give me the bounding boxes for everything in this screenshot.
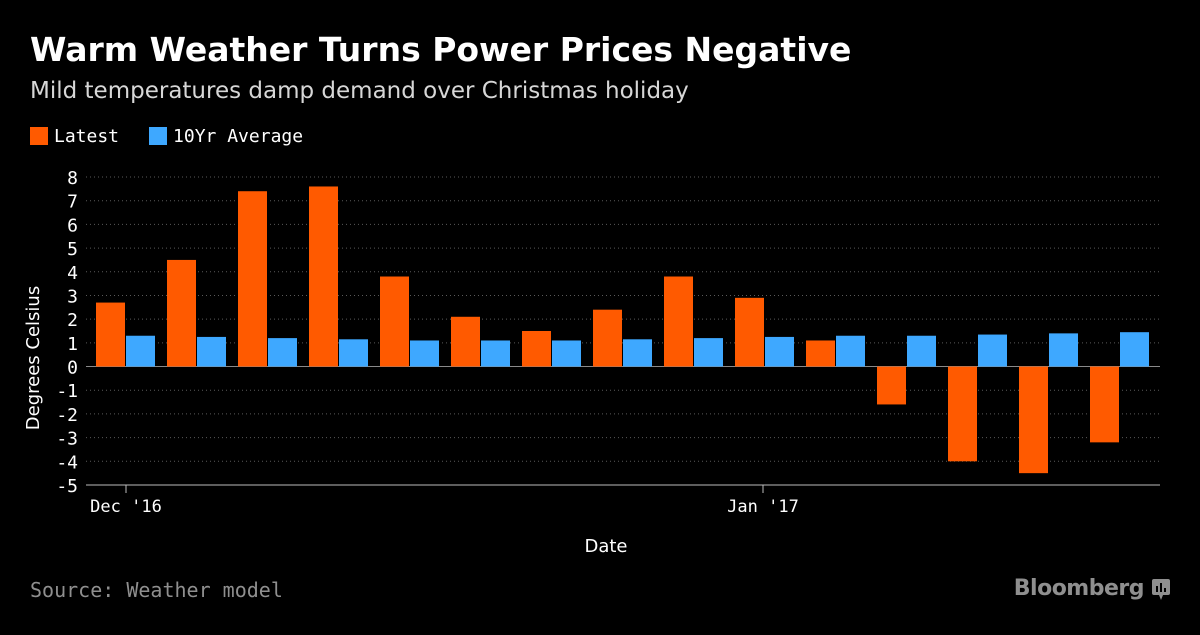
x-tick-label: Dec '16 [90, 497, 162, 517]
bar-10yr-average [552, 340, 581, 367]
legend: Latest 10Yr Average [30, 124, 333, 148]
bar-10yr-average [197, 336, 226, 367]
bar-10yr-average [836, 335, 865, 367]
y-tick-label: 0 [67, 358, 78, 379]
chart-subtitle: Mild temperatures damp demand over Chris… [30, 78, 689, 104]
y-tick-label: 2 [67, 310, 78, 331]
bar-latest [96, 302, 125, 367]
bar-latest [167, 259, 196, 367]
bar-10yr-average [268, 338, 297, 367]
bar-latest [1090, 366, 1119, 443]
chart-title: Warm Weather Turns Power Prices Negative [30, 30, 852, 69]
bar-latest [877, 366, 906, 405]
x-tick-label: Jan '17 [727, 497, 799, 517]
y-tick-label: 3 [67, 286, 78, 307]
y-tick-label: -5 [56, 476, 78, 497]
bar-latest [451, 316, 480, 367]
brand-logo: Bloomberg [1014, 576, 1170, 601]
legend-item-latest: Latest [30, 126, 119, 147]
y-tick-label: 5 [67, 239, 78, 260]
y-tick-label: 4 [67, 263, 78, 284]
y-tick-label: -3 [56, 429, 78, 450]
legend-item-average: 10Yr Average [149, 126, 303, 147]
bar-10yr-average [1049, 333, 1078, 367]
legend-swatch-average [149, 127, 168, 145]
y-tick-label: -4 [56, 452, 78, 473]
x-axis-title: Date [584, 536, 627, 557]
legend-label-average: 10Yr Average [173, 125, 304, 147]
bar-10yr-average [1120, 332, 1149, 367]
y-tick-label: 7 [67, 192, 78, 213]
brand-name: Bloomberg [1013, 576, 1145, 601]
bar-10yr-average [339, 339, 368, 367]
y-axis-title: Degrees Celsius [23, 286, 44, 430]
bar-latest [735, 297, 764, 367]
bar-10yr-average [978, 334, 1007, 367]
y-tick-label: 1 [67, 334, 78, 355]
legend-swatch-latest [30, 127, 48, 145]
bar-10yr-average [765, 336, 794, 367]
y-tick-label: 8 [67, 168, 78, 189]
bar-latest [522, 331, 551, 367]
bar-10yr-average [126, 335, 155, 367]
bar-latest [806, 340, 835, 367]
bar-10yr-average [410, 340, 439, 367]
bar-latest [664, 276, 693, 367]
bar-10yr-average [623, 339, 652, 367]
bar-latest [380, 276, 409, 367]
bar-latest [309, 186, 338, 367]
bar-10yr-average [481, 340, 510, 367]
y-tick-label: -1 [56, 381, 78, 402]
bar-latest [238, 191, 267, 367]
bloomberg-terminal-icon [1152, 577, 1170, 601]
bar-latest [593, 309, 622, 367]
bar-10yr-average [694, 338, 723, 367]
bar-latest [1019, 366, 1048, 474]
legend-label-latest: Latest [54, 125, 120, 147]
y-tick-label: 6 [67, 215, 78, 236]
bar-10yr-average [907, 335, 936, 367]
source-note: Source: Weather model [30, 578, 283, 602]
y-tick-label: -2 [56, 405, 78, 426]
bar-latest [948, 366, 977, 462]
